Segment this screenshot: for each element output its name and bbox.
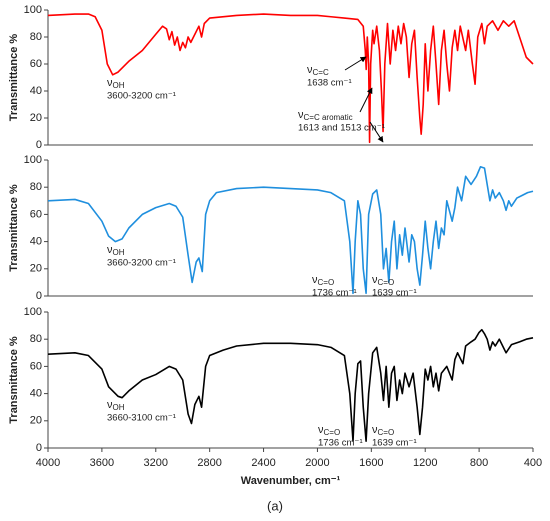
x-tick-label: 400 <box>524 457 542 469</box>
arrow <box>359 87 373 113</box>
y-tick-label: 100 <box>24 306 42 318</box>
y-tick-label: 20 <box>30 263 42 275</box>
x-tick-label: 4000 <box>36 457 60 469</box>
spectrum-line <box>47 166 534 295</box>
arrow <box>344 56 367 71</box>
spectrum-line <box>47 328 534 442</box>
subscript: C=C aromatic <box>304 113 353 122</box>
y-tick-label: 0 <box>36 139 42 151</box>
y-axis-label: Transmittance % <box>8 184 20 272</box>
subscript: OH <box>113 248 125 257</box>
subscript: OH <box>113 403 125 412</box>
y-tick-label: 100 <box>24 154 42 166</box>
annotation-symbol: νC=C <box>307 64 329 77</box>
y-tick-label: 20 <box>30 415 42 427</box>
symbol: ν <box>107 399 113 411</box>
symbol: ν <box>372 274 378 286</box>
y-tick-label: 60 <box>30 58 42 70</box>
symbol: ν <box>307 64 313 76</box>
symbol: ν <box>372 424 378 436</box>
y-axis-label: Transmittance % <box>8 336 20 424</box>
y-tick-label: 100 <box>24 4 42 16</box>
annotation-text: 3660-3200 cm⁻¹ <box>107 258 176 269</box>
y-axis-label: Transmittance % <box>8 34 20 122</box>
subscript: C=C <box>313 68 329 77</box>
annotation-text: 3600-3200 cm⁻¹ <box>107 91 176 102</box>
y-tick-label: 60 <box>30 208 42 220</box>
symbol: ν <box>318 424 324 436</box>
annotation-text: 1613 and 1513 cm⁻¹ <box>298 123 385 134</box>
symbol: ν <box>298 109 304 121</box>
annotation-symbol: νOH <box>107 399 125 412</box>
x-tick-label: 1600 <box>359 457 383 469</box>
annotation-symbol: νOH <box>107 77 125 90</box>
symbol: ν <box>107 77 113 89</box>
symbol: ν <box>312 274 318 286</box>
annotation-text: 3660-3100 cm⁻¹ <box>107 413 176 424</box>
y-tick-label: 60 <box>30 360 42 372</box>
caption: (a) <box>267 498 283 513</box>
y-tick-label: 20 <box>30 112 42 124</box>
annotation-text: 1639 cm⁻¹ <box>372 288 417 299</box>
y-tick-label: 80 <box>30 31 42 43</box>
annotation-text: 1639 cm⁻¹ <box>372 438 417 449</box>
x-tick-label: 2400 <box>251 457 275 469</box>
annotation-symbol: νC=O <box>312 274 334 287</box>
x-tick-label: 2000 <box>305 457 329 469</box>
arrow <box>369 121 384 143</box>
subscript: C=O <box>324 428 341 437</box>
x-axis-label: Wavenumber, cm⁻¹ <box>241 475 341 487</box>
annotation-symbol: νC=C aromatic <box>298 109 353 122</box>
y-tick-label: 40 <box>30 388 42 400</box>
x-tick-label: 800 <box>470 457 488 469</box>
annotation-symbol: νOH <box>107 244 125 257</box>
y-tick-label: 40 <box>30 236 42 248</box>
spectrum-line <box>47 13 534 144</box>
x-tick-label: 3200 <box>144 457 168 469</box>
subscript: C=O <box>378 278 395 287</box>
y-tick-label: 80 <box>30 181 42 193</box>
y-tick-label: 80 <box>30 333 42 345</box>
x-tick-label: 2800 <box>197 457 221 469</box>
subscript: C=O <box>378 428 395 437</box>
annotation-text: 1736 cm⁻¹ <box>318 438 363 449</box>
annotation-text: 1638 cm⁻¹ <box>307 78 352 89</box>
annotation-symbol: νC=O <box>372 274 394 287</box>
x-tick-label: 1200 <box>413 457 437 469</box>
subscript: OH <box>113 81 125 90</box>
y-tick-label: 40 <box>30 85 42 97</box>
annotation-symbol: νC=O <box>318 424 340 437</box>
y-tick-label: 0 <box>36 442 42 454</box>
annotation-text: 1736 cm⁻¹ <box>312 288 357 299</box>
annotation-symbol: νC=O <box>372 424 394 437</box>
symbol: ν <box>107 244 113 256</box>
subscript: C=O <box>318 278 335 287</box>
x-tick-label: 3600 <box>90 457 114 469</box>
y-tick-label: 0 <box>36 290 42 302</box>
